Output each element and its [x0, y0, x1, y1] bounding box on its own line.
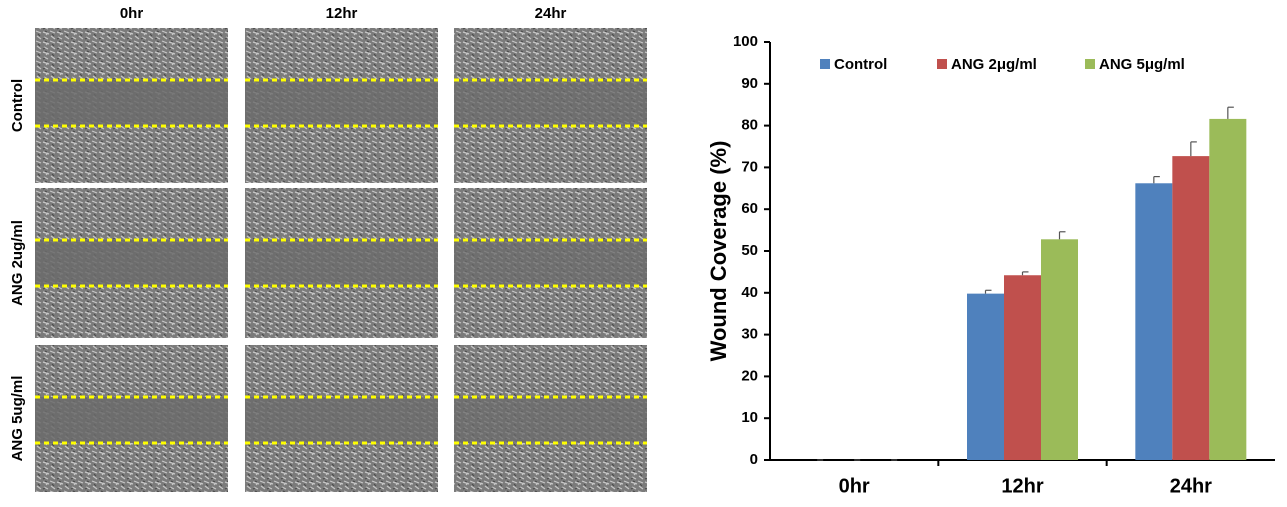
wound-gap	[35, 80, 228, 126]
y-tick-label: 100	[733, 33, 758, 50]
wound-gap	[454, 397, 647, 443]
bar	[1172, 156, 1210, 460]
y-tick-label: 10	[741, 409, 758, 426]
y-tick-label: 50	[741, 242, 758, 259]
bar	[1041, 239, 1078, 460]
column-label: 0hr	[120, 5, 144, 22]
wound-gap	[245, 397, 438, 443]
wound-gap	[454, 240, 647, 286]
wound-gap	[245, 80, 438, 126]
y-tick-label: 0	[750, 451, 758, 468]
x-tick-label: 0hr	[839, 475, 870, 497]
y-tick-label: 20	[741, 367, 758, 384]
y-tick-label: 60	[741, 200, 758, 217]
row-label: ANG 2ug/ml	[9, 220, 26, 306]
image-panel: 0hr 12hr 24hr Control ANG 2ug/ml ANG 5ug/ml	[9, 5, 647, 492]
wound-gap	[245, 240, 438, 286]
bar	[1209, 118, 1247, 461]
column-label: 12hr	[326, 5, 358, 22]
y-tick-label: 80	[741, 117, 758, 134]
y-tick-label: 70	[741, 158, 758, 175]
y-tick-label: 90	[741, 75, 758, 92]
bar	[1135, 183, 1173, 460]
row-label: Control	[9, 79, 26, 132]
legend-label: ANG 5μg/ml	[1099, 56, 1185, 73]
y-tick-label: 30	[741, 326, 758, 343]
wound-gap	[35, 240, 228, 286]
y-tick-label: 40	[741, 284, 758, 301]
legend-swatch	[820, 59, 830, 69]
column-label: 24hr	[535, 5, 567, 22]
legend-label: Control	[834, 56, 887, 73]
wound-gap	[454, 80, 647, 126]
row-label: ANG 5ug/ml	[9, 376, 26, 462]
legend-swatch	[1085, 59, 1095, 69]
x-tick-label: 12hr	[1001, 475, 1043, 497]
legend-label: ANG 2μg/ml	[951, 56, 1037, 73]
y-axis-title: Wound Coverage (%)	[706, 141, 731, 362]
x-tick-label: 24hr	[1170, 475, 1212, 497]
legend-swatch	[937, 59, 947, 69]
bar	[1004, 275, 1041, 460]
wound-gap	[35, 397, 228, 443]
bar	[967, 293, 1004, 460]
